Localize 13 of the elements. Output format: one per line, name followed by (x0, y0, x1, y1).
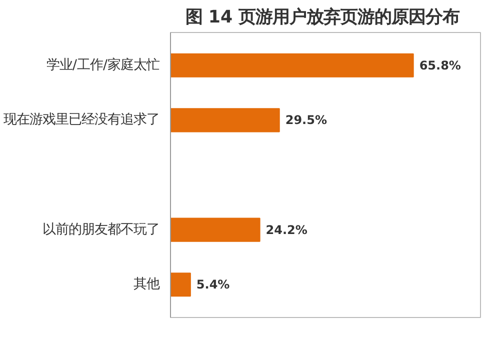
y-tick-label: 学业/工作/家庭太忙 (46, 56, 160, 73)
y-tick-label: 以前的朋友都不玩了 (42, 222, 160, 238)
bar (170, 108, 280, 132)
data-label: 29.5% (285, 113, 328, 128)
data-label: 24.2% (266, 222, 308, 237)
bar (170, 272, 191, 297)
data-label: 65.8% (419, 58, 461, 72)
bar (170, 53, 414, 78)
y-tick-label: 其他 (134, 277, 160, 292)
data-label: 5.4% (196, 278, 230, 292)
y-tick-label: 现在游戏里已经没有追求了 (4, 112, 160, 128)
bar (170, 218, 260, 242)
chart-title: 图 14 页游用户放弃页游的原因分布 (185, 6, 460, 28)
